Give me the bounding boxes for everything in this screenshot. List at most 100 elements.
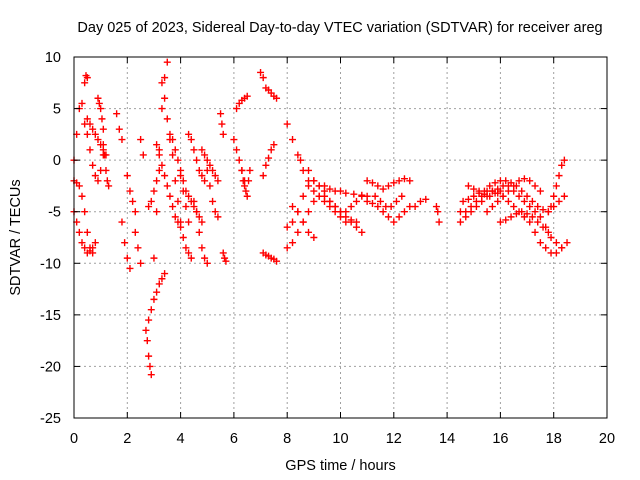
data-point <box>209 197 217 205</box>
data-point <box>89 244 97 252</box>
data-point <box>347 203 355 211</box>
data-point <box>376 197 384 205</box>
data-point <box>305 208 313 216</box>
series-arc-06 <box>94 94 107 133</box>
data-point <box>305 228 313 236</box>
data-point <box>99 141 107 149</box>
data-point <box>374 203 382 211</box>
data-point <box>547 203 555 211</box>
data-point <box>496 218 504 226</box>
series-arc-13 <box>142 270 169 334</box>
data-point <box>488 203 496 211</box>
data-point <box>166 130 174 138</box>
data-point <box>206 161 214 169</box>
data-point <box>198 244 206 252</box>
data-point <box>542 244 550 252</box>
data-point <box>75 182 83 190</box>
data-point <box>259 74 267 82</box>
data-point <box>499 192 507 200</box>
data-point <box>121 239 129 247</box>
data-point <box>203 166 211 174</box>
data-point <box>526 203 534 211</box>
data-point <box>81 208 89 216</box>
data-point <box>459 197 467 205</box>
data-point <box>98 115 106 123</box>
data-point <box>480 190 488 198</box>
data-point <box>299 218 307 226</box>
data-point <box>174 197 182 205</box>
data-point <box>289 136 297 144</box>
data-point <box>270 141 278 149</box>
data-point <box>470 185 478 193</box>
data-point <box>283 120 291 128</box>
data-point <box>491 179 499 187</box>
data-point <box>273 94 281 102</box>
data-point <box>185 249 193 257</box>
data-point <box>456 218 464 226</box>
data-point <box>126 264 134 272</box>
data-point <box>78 192 86 200</box>
data-point <box>185 218 193 226</box>
data-point <box>158 161 166 169</box>
data-point <box>384 213 392 221</box>
data-point <box>563 239 571 247</box>
series-arc-25 <box>203 166 222 221</box>
data-point <box>145 203 153 211</box>
series-arc-48 <box>544 156 568 216</box>
data-point <box>464 182 472 190</box>
series-arc-34 <box>283 120 366 236</box>
data-point <box>245 177 253 185</box>
data-point <box>512 210 520 218</box>
series-arc-47 <box>483 175 544 216</box>
data-point <box>91 130 99 138</box>
data-point <box>126 187 134 195</box>
data-point <box>217 110 225 118</box>
data-point <box>97 105 105 113</box>
series-arc-42 <box>411 195 430 211</box>
series-arc-38 <box>289 203 318 241</box>
data-point <box>534 218 542 226</box>
data-point <box>182 187 190 195</box>
data-point <box>536 239 544 247</box>
data-point <box>422 195 430 203</box>
x-tick-label: 4 <box>177 431 185 447</box>
data-point <box>294 208 302 216</box>
series-arc-31 <box>257 68 281 102</box>
data-point <box>528 197 536 205</box>
data-point <box>262 161 270 169</box>
data-point <box>177 218 185 226</box>
data-point <box>539 223 547 231</box>
x-axis-label: GPS time / hours <box>285 458 395 474</box>
data-point <box>294 151 302 159</box>
series-arc-41 <box>371 192 406 211</box>
data-point <box>86 146 94 154</box>
series-arc-43 <box>432 203 443 226</box>
data-point <box>321 182 329 190</box>
series-arc-40 <box>363 175 414 193</box>
data-point <box>289 239 297 247</box>
data-point <box>153 177 161 185</box>
series-arc-10 <box>123 172 139 216</box>
data-point <box>222 257 230 265</box>
data-point <box>289 218 297 226</box>
data-point <box>131 228 139 236</box>
data-point <box>94 136 102 144</box>
data-point <box>560 156 568 164</box>
data-point <box>390 218 398 226</box>
series-arc-17 <box>158 79 177 159</box>
data-point <box>552 239 560 247</box>
chart-title: Day 025 of 2023, Sidereal Day-to-day VTE… <box>77 20 602 36</box>
y-tick-label: -10 <box>40 256 61 272</box>
data-point <box>510 182 518 190</box>
data-point <box>305 182 313 190</box>
data-point <box>342 189 350 197</box>
data-point <box>299 192 307 200</box>
data-point <box>310 197 318 205</box>
series-arc-14 <box>143 337 155 379</box>
data-point <box>310 234 318 241</box>
data-point <box>531 228 539 236</box>
data-point <box>374 182 382 190</box>
data-point <box>294 228 302 236</box>
data-point <box>198 172 206 180</box>
data-point <box>544 228 552 236</box>
